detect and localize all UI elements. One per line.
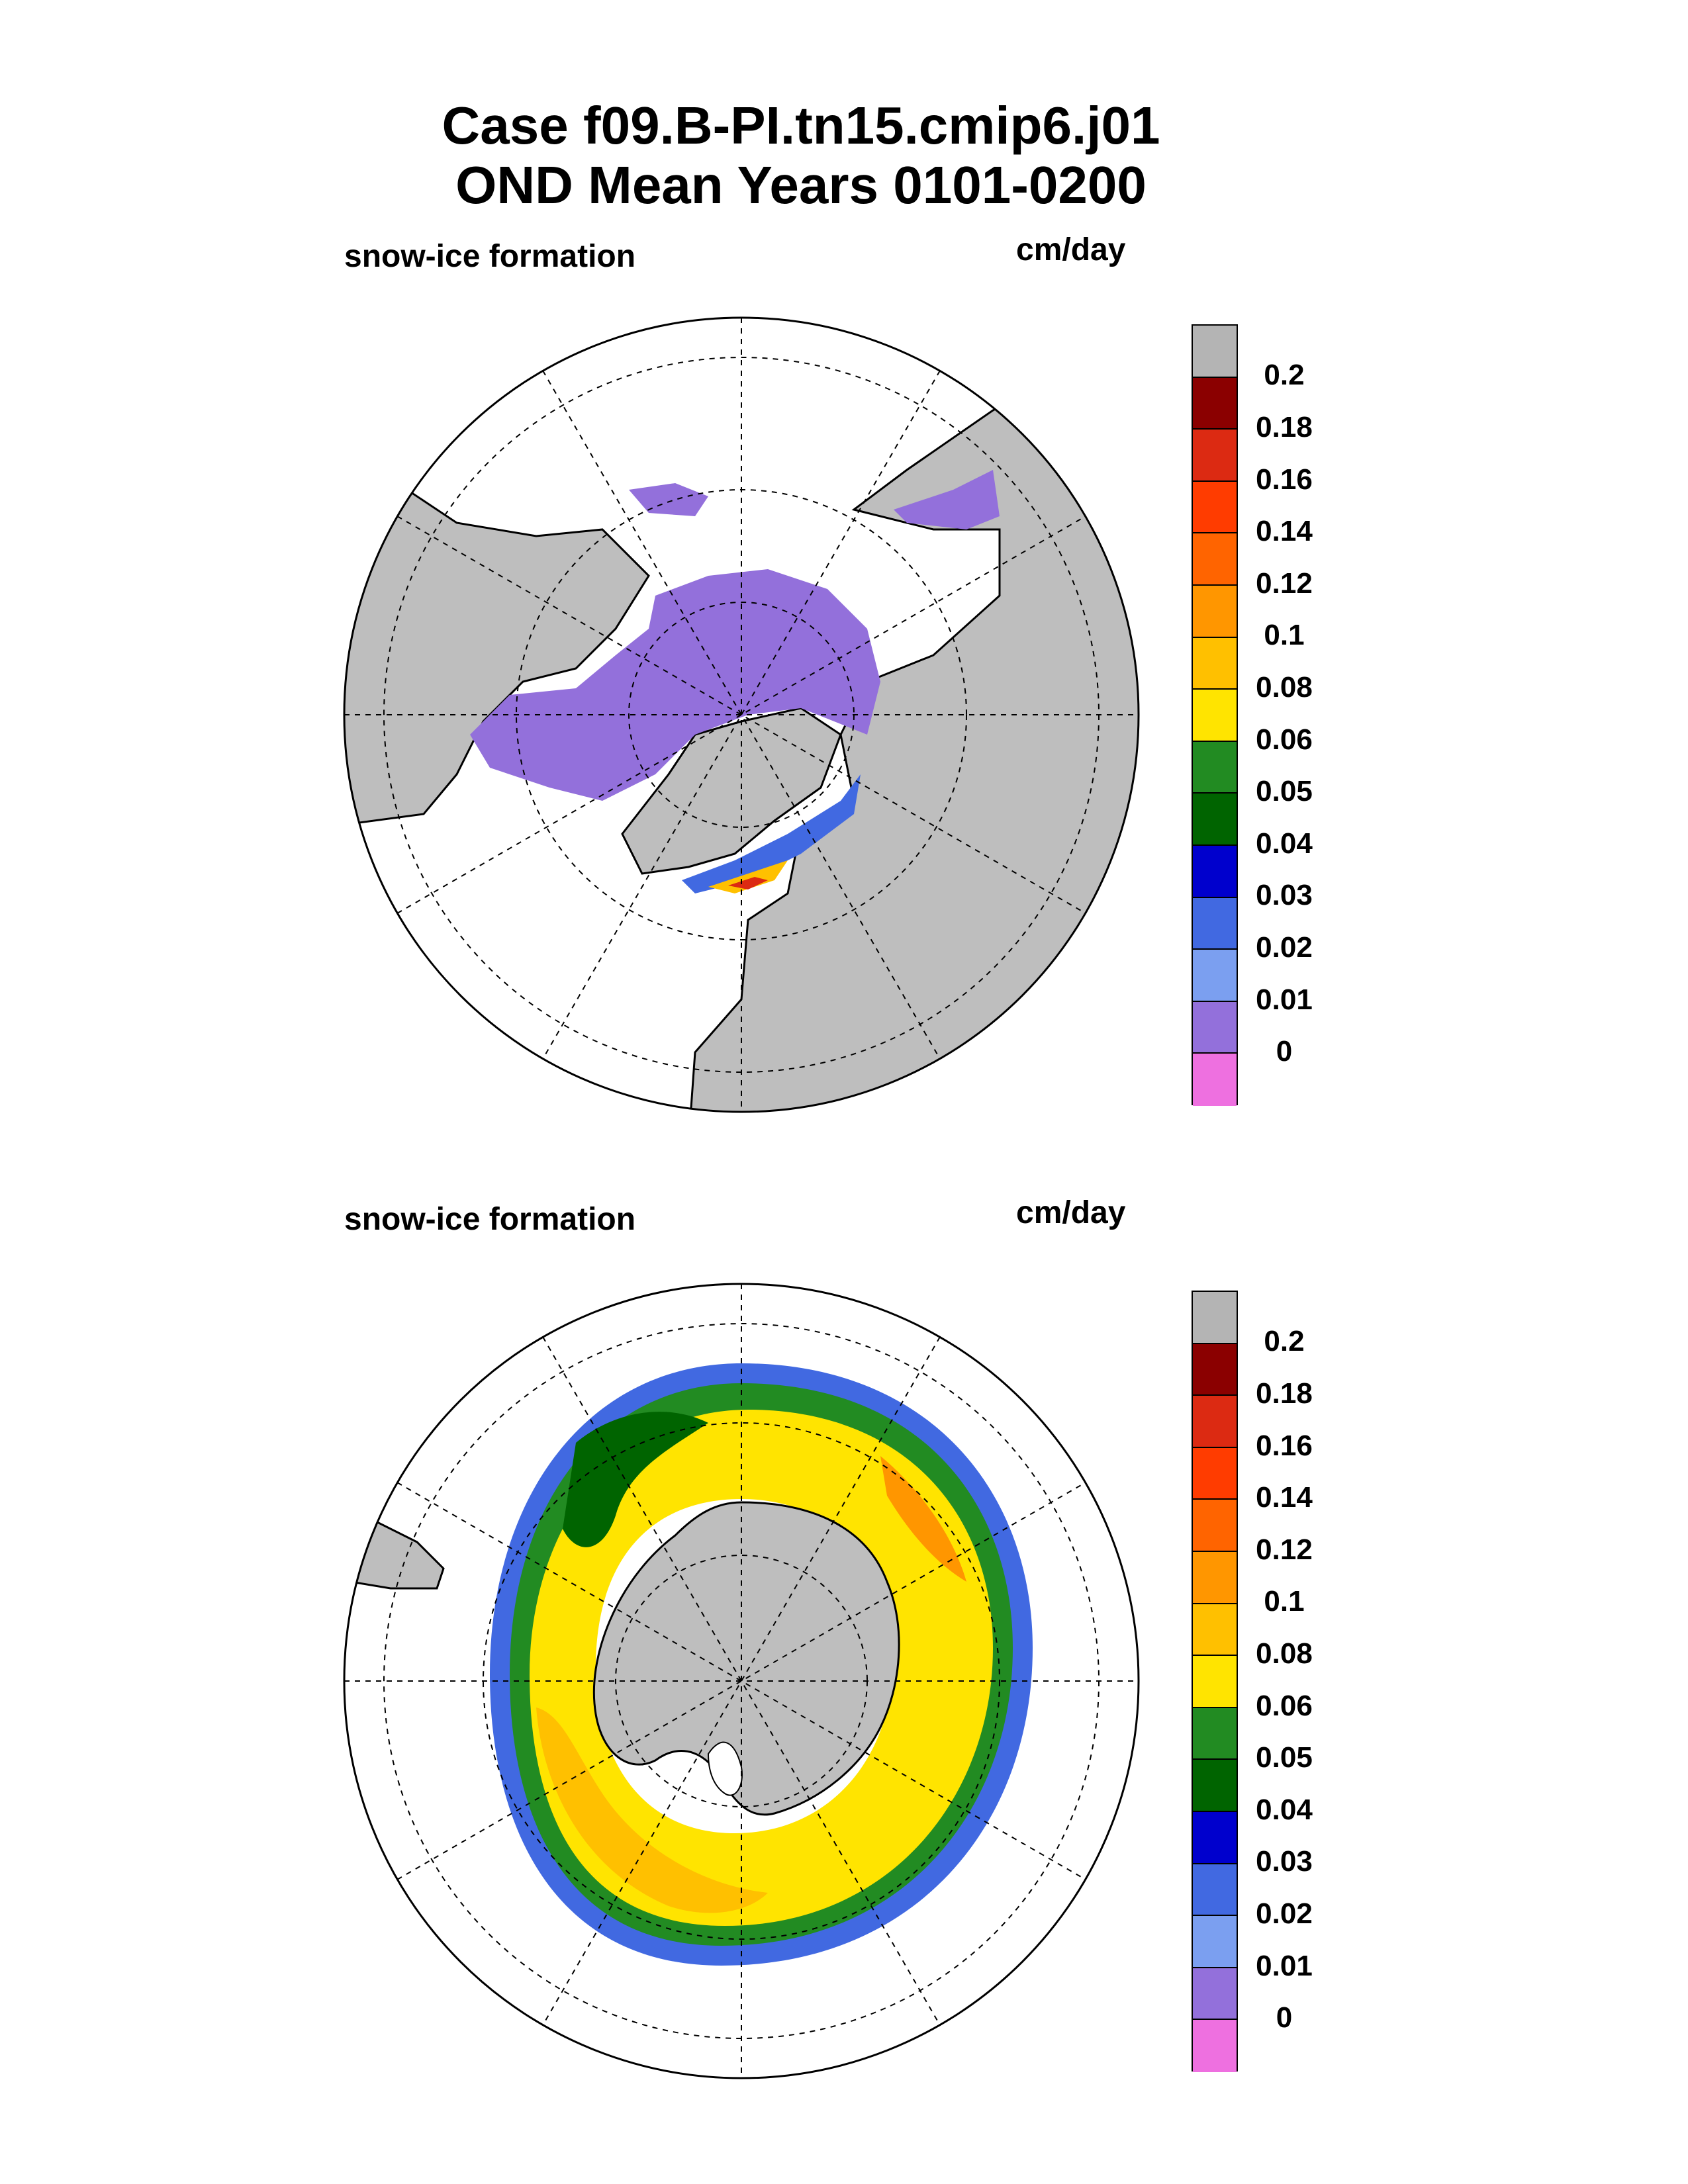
legend-cell — [1193, 533, 1237, 586]
legend-label: 0.01 — [1256, 1950, 1313, 1982]
legend-label: 0.02 — [1256, 1897, 1313, 1930]
legend-label: 0.02 — [1256, 931, 1313, 964]
legend-label: 0.1 — [1264, 1585, 1305, 1617]
legend-cell — [1193, 1343, 1237, 1396]
south-graticule — [344, 1284, 1139, 2078]
legend-label: 0.06 — [1256, 723, 1313, 756]
north-land-america — [344, 441, 650, 829]
legend-label: 0.03 — [1256, 1845, 1313, 1878]
legend-label: 0.2 — [1264, 1325, 1305, 1357]
legend-label: 0.16 — [1256, 1430, 1313, 1462]
title-line-2: OND Mean Years 0101-0200 — [455, 156, 1147, 214]
title-line-1: Case f09.B-PI.tn15.cmip6.j01 — [442, 96, 1160, 155]
legend-cell — [1193, 1396, 1237, 1448]
north-formation-hot — [708, 860, 788, 893]
north-field-label: snow-ice formation — [344, 239, 636, 274]
legend-cell — [1193, 377, 1237, 430]
legend-cell — [1193, 845, 1237, 898]
legend-cell — [1193, 585, 1237, 638]
north-formation-max — [728, 877, 768, 889]
legend-label: 0.05 — [1256, 1741, 1313, 1774]
legend-label: 0.01 — [1256, 983, 1313, 1016]
legend-cell — [1193, 1760, 1237, 1812]
legend-label: 0.03 — [1256, 879, 1313, 911]
legend-label: 0.04 — [1256, 1794, 1313, 1826]
legend-cell — [1193, 1604, 1237, 1657]
legend-label: 0.06 — [1256, 1690, 1313, 1722]
legend-label: 0.2 — [1264, 359, 1305, 391]
legend-label: 0.18 — [1256, 1377, 1313, 1410]
north-seaice-zero — [470, 569, 880, 801]
north-map-border — [343, 316, 1140, 1113]
legend-label: 0.05 — [1256, 775, 1313, 807]
north-units-label: cm/day — [1016, 232, 1126, 267]
legend-cell — [1193, 1916, 1237, 1968]
legend-label: 0.08 — [1256, 671, 1313, 704]
legend-label: 0 — [1276, 2001, 1293, 2034]
legend-cell — [1193, 1864, 1237, 1917]
legend-cell — [1193, 637, 1237, 690]
north-land-greenland — [621, 707, 842, 875]
legend-label: 0.12 — [1256, 1533, 1313, 1566]
legend-cell — [1193, 481, 1237, 534]
legend-cell — [1193, 1551, 1237, 1604]
north-seaice-okhotsk — [894, 470, 1000, 529]
legend-cell — [1193, 1811, 1237, 1864]
legend-label: 0.04 — [1256, 827, 1313, 860]
south-ice-shelf — [707, 1741, 743, 1796]
legend-cell — [1193, 1054, 1237, 1106]
south-units-label: cm/day — [1016, 1195, 1126, 1230]
legend-cell — [1193, 1656, 1237, 1708]
south-polar-map — [343, 1283, 1140, 2079]
south-field-label: snow-ice formation — [344, 1202, 636, 1237]
legend-cell — [1193, 1707, 1237, 1760]
legend-cell — [1193, 741, 1237, 794]
legend-label: 0.16 — [1256, 463, 1313, 496]
legend-label: 0.1 — [1264, 619, 1305, 651]
north-polar-map — [343, 316, 1140, 1113]
legend-label: 0.14 — [1256, 515, 1313, 547]
legend-cell — [1193, 430, 1237, 482]
legend-cell — [1193, 2020, 1237, 2072]
legend-cell — [1193, 1447, 1237, 1500]
legend-label: 0.14 — [1256, 1481, 1313, 1514]
legend-cell — [1193, 950, 1237, 1002]
legend-label: 0.18 — [1256, 411, 1313, 443]
legend-cell — [1193, 794, 1237, 846]
legend-label: 0 — [1276, 1035, 1293, 1068]
south-ring-yellow — [530, 1410, 993, 1926]
legend-cell — [1193, 690, 1237, 742]
north-seaice-bering — [629, 483, 708, 516]
legend-cell — [1193, 1292, 1237, 1344]
legend-cell — [1193, 326, 1237, 378]
legend-label: 0.08 — [1256, 1637, 1313, 1670]
legend-label: 0.12 — [1256, 567, 1313, 600]
legend-cell — [1193, 897, 1237, 950]
south-ring-orange — [536, 1707, 768, 1913]
south-weddell-patch — [563, 1412, 708, 1547]
legend-cell — [1193, 1500, 1237, 1552]
south-ring-hot — [880, 1456, 966, 1582]
north-graticule — [344, 318, 1139, 1112]
south-map-border — [343, 1283, 1140, 2079]
legend-cell — [1193, 1968, 1237, 2021]
north-formation-band — [682, 774, 861, 893]
legend-cell — [1193, 1001, 1237, 1054]
